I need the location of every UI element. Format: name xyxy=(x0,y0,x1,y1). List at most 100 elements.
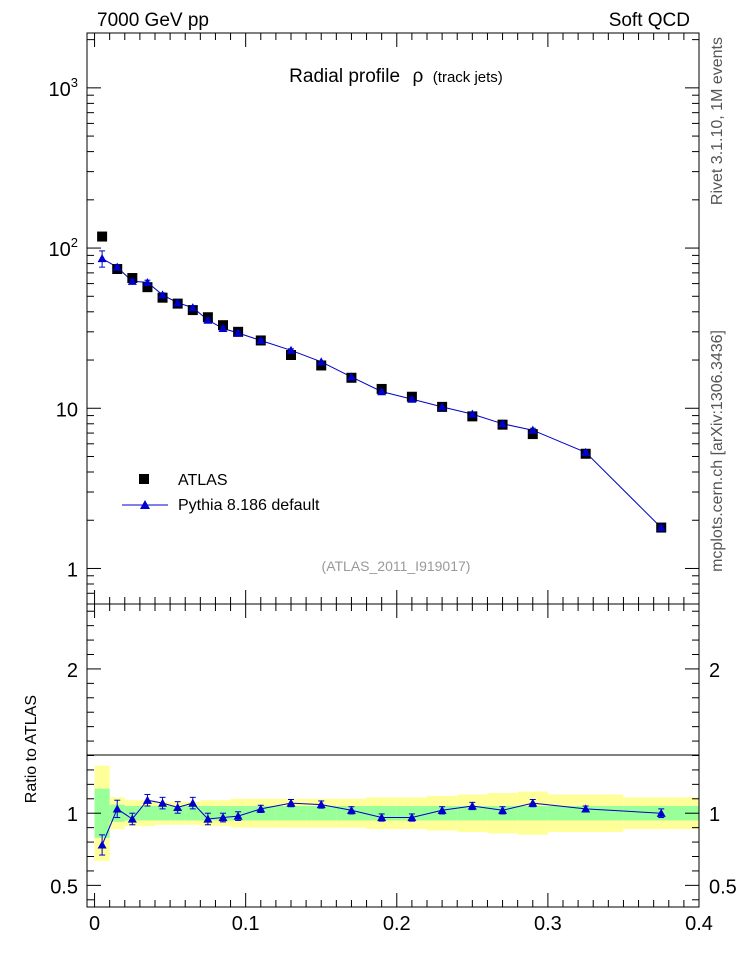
pythia-point xyxy=(233,328,243,337)
pythia-point xyxy=(407,394,417,403)
atlas-point xyxy=(316,360,327,371)
ratio-point xyxy=(233,811,243,820)
ratio-marks xyxy=(97,793,666,856)
ratio-point xyxy=(528,798,538,807)
pythia-point xyxy=(286,345,296,354)
pythia-point xyxy=(218,323,228,333)
ratio-band-green xyxy=(306,806,337,821)
ratio-y-label: Ratio to ATLAS xyxy=(23,695,40,803)
analysis-label: (ATLAS_2011_I919017) xyxy=(322,558,471,574)
side-label-mcplots: mcplots.cern.ch [arXiv:1306.3436] xyxy=(709,330,726,572)
atlas-point xyxy=(527,429,538,440)
pythia-point xyxy=(377,387,387,396)
pythia-point xyxy=(256,335,266,345)
ratio-panel: 0.5 0.5 1 1 2 2 0 0.1 0.2 0.3 0.4 Ratio to ATLAS xyxy=(23,603,737,935)
ratio-band-green xyxy=(139,806,155,821)
ratio-point xyxy=(498,805,508,814)
ratio-point xyxy=(158,798,168,807)
chart-title: Radial profile ρ (track jets) xyxy=(289,66,503,87)
ratio-y-tick-label-right: 2 xyxy=(709,660,720,682)
pythia-point xyxy=(112,262,122,271)
ratio-point xyxy=(286,798,296,807)
ratio-point xyxy=(173,802,183,812)
ratio-y-tick-label-right: 1 xyxy=(709,804,720,826)
header-right: Soft QCD xyxy=(609,10,690,31)
ratio-point xyxy=(316,800,326,809)
pythia-point xyxy=(173,298,183,307)
ratio-point xyxy=(467,801,477,810)
side-label-rivet: Rivet 3.1.10, 1M events xyxy=(709,37,726,205)
main-x-ticks xyxy=(94,33,700,604)
ratio-y-tick-label-left: 1 xyxy=(67,804,78,826)
ratio-point xyxy=(256,804,266,813)
ratio-band-green xyxy=(155,806,171,821)
pythia-point xyxy=(498,419,508,428)
ratio-curve xyxy=(101,799,662,846)
legend-pythia-marker xyxy=(140,500,150,509)
ratio-point xyxy=(97,840,107,849)
pythia-point xyxy=(467,409,477,418)
ratio-y-tick-label-left: 0.5 xyxy=(50,876,78,898)
ratio-point xyxy=(346,805,356,814)
ratio-point xyxy=(656,808,666,817)
ratio-bands xyxy=(94,765,699,861)
atlas-point xyxy=(97,231,108,242)
ratio-y-ticks: 0.5 0.5 1 1 2 2 xyxy=(50,610,737,901)
ratio-point xyxy=(127,814,137,823)
ratio-x-tick-label: 0 xyxy=(89,913,100,935)
ratio-point xyxy=(112,804,122,813)
ratio-x-tick-label: 0.4 xyxy=(685,913,713,935)
ratio-point xyxy=(437,805,447,814)
ratio-point xyxy=(203,814,213,823)
ratio-y-tick-label-left: 2 xyxy=(67,660,78,682)
ratio-x-tick-label: 0.2 xyxy=(383,913,411,935)
ratio-x-ticks: 0 0.1 0.2 0.3 0.4 xyxy=(89,604,713,935)
ratio-point xyxy=(377,813,387,822)
ratio-point xyxy=(218,813,228,822)
ratio-point xyxy=(142,795,152,804)
ratio-point xyxy=(188,798,198,807)
ratio-band-green xyxy=(185,806,201,821)
ratio-band-green xyxy=(517,806,548,821)
atlas-point xyxy=(286,350,296,361)
pythia-point xyxy=(203,315,213,324)
pythia-point xyxy=(142,277,152,287)
pythia-point xyxy=(437,402,447,411)
pythia-point xyxy=(346,372,356,381)
atlas-point xyxy=(142,282,153,293)
ratio-band-green xyxy=(245,806,276,821)
ratio-x-tick-label: 0.3 xyxy=(534,913,562,935)
pythia-point xyxy=(316,357,326,366)
main-y-ticks: 1 10 102 103 xyxy=(49,39,699,605)
chart-title-suffix: (track jets) xyxy=(433,69,503,86)
legend-pythia-label: Pythia 8.186 default xyxy=(178,497,320,514)
main-y-tick-label: 1 xyxy=(67,559,78,581)
header-left: 7000 GeV pp xyxy=(97,10,209,31)
ratio-band-green xyxy=(94,788,110,838)
ratio-point xyxy=(407,813,417,822)
main-y-tick-label: 10 xyxy=(56,399,78,421)
pythia-point xyxy=(158,290,168,299)
legend-atlas-label: ATLAS xyxy=(178,472,228,489)
pythia-point xyxy=(528,425,538,434)
main-y-tick-label: 102 xyxy=(49,235,78,261)
pythia-point xyxy=(97,254,107,263)
main-y-tick-label: 103 xyxy=(49,75,78,101)
ratio-band-green xyxy=(457,806,488,821)
legend: ATLAS Pythia 8.186 default xyxy=(122,472,320,514)
pythia-curve xyxy=(101,258,662,528)
pythia-point xyxy=(581,447,591,457)
ratio-band-green xyxy=(275,806,307,821)
chart-title-main: Radial profile xyxy=(289,66,400,87)
pythia-point xyxy=(188,303,198,312)
pythia-point xyxy=(656,523,666,532)
legend-atlas-marker xyxy=(139,474,149,484)
chart-title-symbol: ρ xyxy=(413,66,424,87)
ratio-point xyxy=(581,804,591,813)
ratio-x-tick-label: 0.1 xyxy=(232,913,260,935)
pythia-point xyxy=(127,276,137,285)
main-marks xyxy=(97,231,667,533)
main-frame xyxy=(86,32,700,605)
